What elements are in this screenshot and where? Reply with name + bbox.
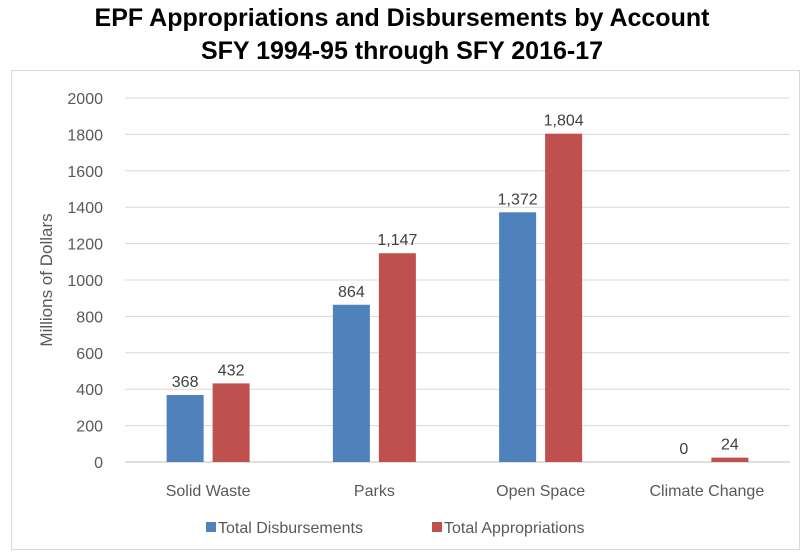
data-labels: 368 432 864 1,147 1,372 1,804 0 24 [172,113,739,458]
y-axis-label: Millions of Dollars [37,213,56,346]
legend-label: Total Appropriations [444,520,585,537]
y-tick-label: 1400 [67,200,103,217]
x-tick-label: Parks [354,483,395,500]
bar [213,383,250,462]
y-axis-ticks: 0 200 400 600 800 1000 1200 1400 1600 1800 2000 [67,91,103,472]
data-label: 1,372 [498,191,538,208]
legend-swatch [432,522,442,532]
data-label: 0 [679,441,688,458]
y-tick-label: 1200 [67,237,103,254]
y-tick-label: 0 [94,455,103,472]
bar [499,212,536,462]
bar [545,134,582,462]
x-tick-label: Climate Change [650,483,765,500]
bars [167,134,749,462]
legend-label: Total Disbursements [218,520,363,537]
data-label: 24 [721,437,739,454]
y-tick-label: 1600 [67,164,103,181]
bar [379,253,416,462]
y-tick-label: 1800 [67,127,103,144]
data-label: 432 [218,362,245,379]
y-tick-label: 1000 [67,273,103,290]
bar [167,395,204,462]
y-tick-label: 800 [76,309,103,326]
category-labels: Solid Waste Parks Open Space Climate Change [166,483,765,500]
y-tick-label: 2000 [67,91,103,108]
y-tick-label: 600 [76,346,103,363]
data-label: 864 [338,284,365,301]
x-tick-label: Open Space [496,483,585,500]
y-tick-label: 400 [76,382,103,399]
legend-swatch [206,522,216,532]
x-tick-label: Solid Waste [166,483,251,500]
data-label: 1,147 [377,232,417,249]
y-tick-label: 200 [76,419,103,436]
data-label: 1,804 [544,113,584,130]
legend: Total Disbursements Total Appropriations [206,520,585,537]
bar [711,458,748,462]
bar [333,305,370,462]
data-label: 368 [172,374,199,391]
